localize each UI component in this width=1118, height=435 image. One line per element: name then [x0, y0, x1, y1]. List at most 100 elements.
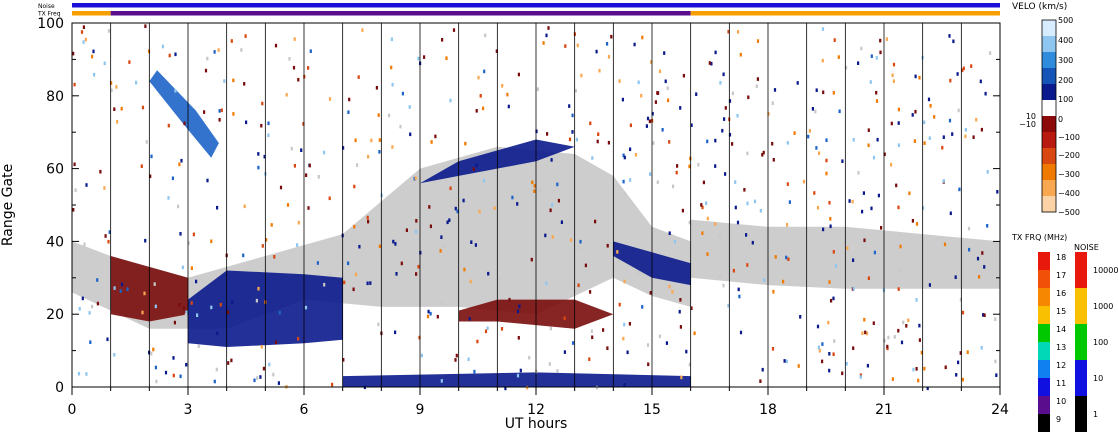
- data-speck: [476, 339, 479, 344]
- noise-tick-label: 100: [1093, 338, 1108, 347]
- data-speck: [390, 65, 393, 70]
- data-speck: [261, 244, 264, 248]
- data-speck: [697, 162, 700, 167]
- data-speck: [484, 33, 487, 38]
- data-speck: [172, 373, 175, 378]
- data-speck: [597, 132, 600, 136]
- data-speck: [275, 340, 278, 345]
- data-speck: [755, 84, 758, 89]
- data-speck: [786, 223, 789, 227]
- data-speck: [113, 286, 116, 290]
- data-speck: [128, 60, 131, 64]
- data-speck: [149, 174, 152, 179]
- data-speck: [427, 309, 430, 314]
- data-speck: [734, 205, 737, 210]
- data-speck: [746, 151, 749, 156]
- data-speck: [260, 123, 263, 128]
- data-speck: [634, 153, 637, 157]
- data-speck: [761, 153, 764, 157]
- data-speck: [897, 328, 900, 333]
- data-speck: [928, 136, 931, 140]
- data-speck: [443, 243, 446, 248]
- data-speck: [637, 80, 640, 85]
- data-speck: [242, 253, 245, 258]
- data-speck: [449, 186, 452, 191]
- noise-colorbar: 10000 1000 100 10 1: [1075, 252, 1118, 432]
- data-speck: [216, 331, 219, 336]
- noise-color-step: [1075, 288, 1087, 324]
- txfrq-tick-label: 9: [1056, 415, 1061, 424]
- data-speck: [106, 337, 109, 342]
- data-speck: [731, 91, 734, 96]
- data-speck: [857, 61, 860, 65]
- data-speck: [293, 37, 296, 41]
- data-speck: [852, 138, 855, 142]
- data-speck: [462, 198, 465, 203]
- data-speck: [690, 123, 693, 127]
- data-speck: [606, 42, 609, 46]
- data-speck: [994, 317, 997, 321]
- data-speck: [759, 379, 762, 383]
- data-speck: [899, 244, 902, 249]
- data-speck: [190, 266, 193, 270]
- data-speck: [103, 61, 106, 66]
- data-speck: [970, 64, 973, 68]
- data-speck: [867, 128, 870, 132]
- data-speck: [472, 167, 475, 171]
- data-speck: [145, 140, 148, 144]
- data-speck: [317, 175, 320, 179]
- data-speck: [851, 199, 854, 204]
- data-speck: [907, 318, 910, 323]
- data-speck: [352, 287, 355, 292]
- data-speck: [203, 110, 206, 114]
- data-speck: [73, 82, 76, 87]
- x-axis-ticks: 0 3 6 9 12 15 18 21 24: [68, 387, 1009, 418]
- data-speck: [418, 335, 421, 340]
- data-speck: [399, 124, 402, 129]
- data-speck: [99, 169, 102, 174]
- data-speck: [91, 304, 94, 309]
- data-speck: [180, 158, 183, 163]
- data-speck: [710, 61, 713, 66]
- data-speck: [594, 219, 597, 224]
- data-speck: [107, 29, 111, 33]
- data-speck: [428, 205, 431, 209]
- velo-tick-label: −500: [1058, 208, 1080, 217]
- data-speck: [722, 72, 725, 77]
- velo-color-step: [1042, 180, 1056, 197]
- data-speck: [440, 235, 443, 239]
- data-speck: [392, 239, 395, 244]
- data-speck: [736, 113, 739, 118]
- velo-tick-label: 0: [1058, 115, 1063, 124]
- data-speck: [986, 224, 989, 228]
- data-speck: [747, 95, 750, 100]
- data-speck: [774, 255, 777, 259]
- data-speck: [536, 87, 539, 91]
- data-speck: [732, 268, 735, 273]
- data-speck: [818, 151, 821, 155]
- data-speck: [231, 300, 234, 304]
- data-speck: [273, 255, 276, 259]
- data-speck: [702, 180, 705, 185]
- data-speck: [867, 276, 870, 280]
- data-speck: [569, 238, 573, 242]
- data-speck: [152, 347, 155, 352]
- data-speck: [771, 141, 774, 146]
- data-speck: [724, 172, 727, 176]
- data-speck: [680, 375, 683, 380]
- data-speck: [898, 268, 901, 273]
- data-speck: [727, 303, 730, 308]
- data-speck: [646, 116, 650, 121]
- data-speck: [441, 301, 444, 306]
- noise-color-step: [1075, 396, 1087, 432]
- data-speck: [220, 108, 223, 113]
- data-speck: [980, 346, 983, 350]
- data-speck: [556, 182, 559, 187]
- data-speck: [178, 162, 181, 167]
- data-speck: [182, 306, 186, 310]
- data-speck: [797, 364, 800, 368]
- x-axis-label: UT hours: [505, 416, 568, 432]
- data-speck: [571, 113, 574, 118]
- data-speck: [395, 272, 398, 276]
- data-speck: [243, 82, 246, 86]
